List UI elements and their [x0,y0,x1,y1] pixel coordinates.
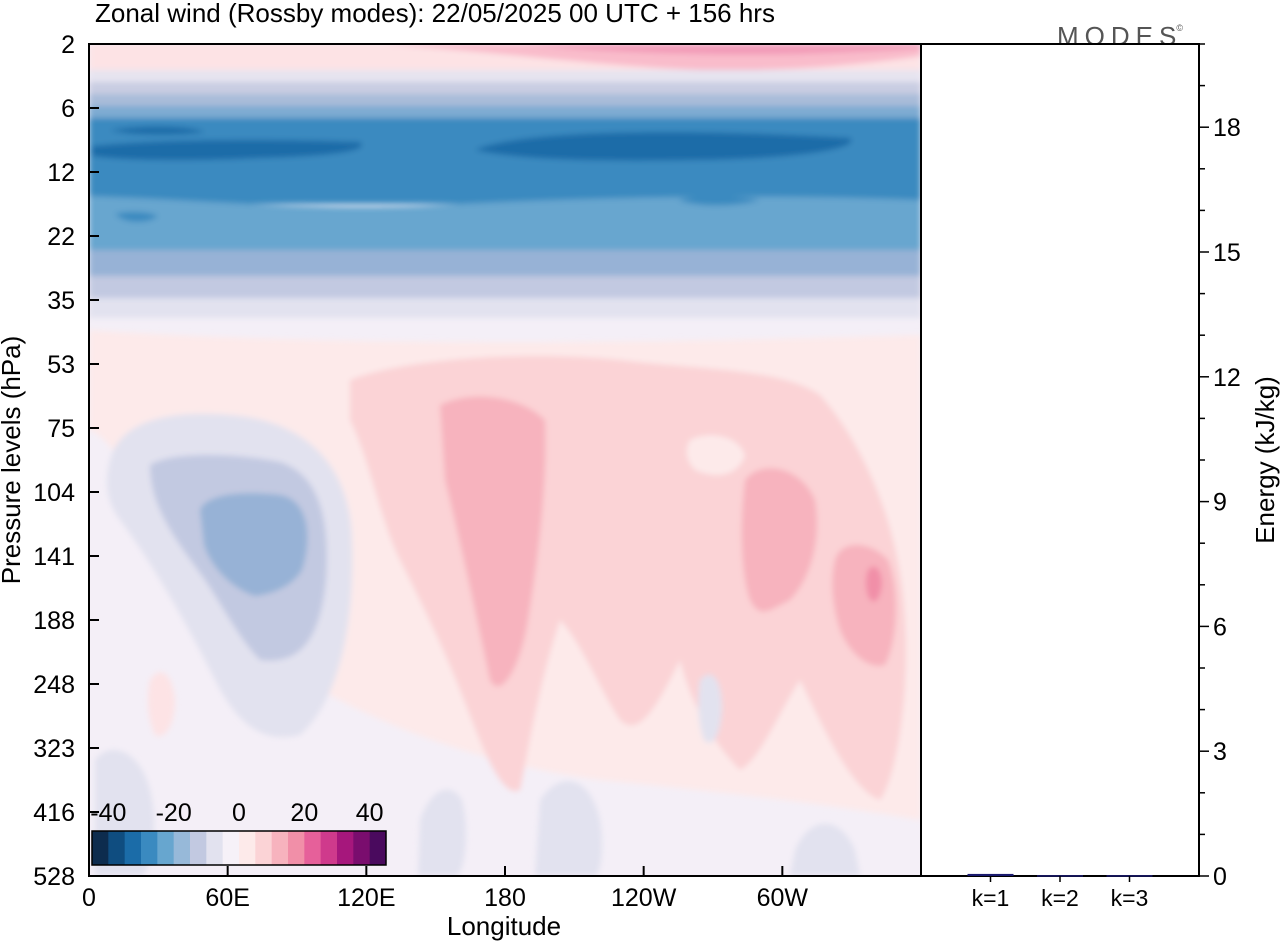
contour-small-easterly [698,674,722,743]
colorbar-tick-label: -40 [90,799,126,827]
band-lower-2 [89,276,921,300]
band-transition-1 [89,70,921,82]
y-tick-label: 35 [47,287,75,315]
contour-easterly-patch [678,196,760,206]
colorbar-tick-label: 40 [356,799,384,827]
colorbar-swatch [337,831,354,865]
colorbar-swatch [157,831,175,865]
y-tick-label: 141 [33,543,75,571]
energy-x-tick-label: k=3 [1111,885,1149,911]
energy-bars [967,873,1153,877]
x-tick-label: 120W [611,884,677,912]
contour-westerly-hole [686,435,745,476]
band-transition-4 [89,106,921,120]
contour-small-westerly [147,672,175,736]
energy-tick-label: 9 [1213,489,1227,517]
colorbar-swatch [304,831,322,865]
colorbar-swatch [92,831,109,865]
colorbar-swatch [206,831,224,865]
y-tick-label: 528 [33,863,75,891]
y-tick-label: 188 [33,607,75,635]
x-tick-label: 60E [205,884,249,912]
energy-frame [920,43,1200,877]
colorbar-swatch [369,831,387,865]
y-tick-label: 22 [47,223,75,251]
band-transition-2 [89,82,921,94]
x-tick-label: 120E [337,884,395,912]
colorbar-swatch [222,831,240,865]
colorbar-tick-label: -20 [156,799,192,827]
energy-tick-label: 6 [1213,613,1227,641]
colorbar-swatch [190,831,207,865]
heatmap-panel: 0 60E 120E 180 120W 60W 2 6 12 22 35 53 75 104 141 188 2… [0,31,922,941]
y-tick-label: 416 [33,799,75,827]
contour-westerly-peak [865,566,882,602]
contour-easterly-lower [89,196,921,256]
x-tick-label: 60W [757,884,809,912]
contour-westerly-max-b [741,468,818,612]
colorbar-swatch [320,831,338,865]
colorbar-swatch [124,831,142,865]
y-tick-label: 6 [61,95,75,123]
y-tick-label: 248 [33,671,75,699]
energy-tick-label: 0 [1213,863,1227,891]
contour-top-core [520,44,921,55]
contour-surface-blob-4 [790,823,860,876]
energy-axis-label: Energy (kJ/kg) [1250,376,1280,544]
contour-surface-blob-2 [418,789,466,876]
contour-surface-blob-3 [535,781,603,876]
y-tick-label: 2 [61,31,75,59]
colorbar-swatch [353,831,371,865]
colorbar: -40 -20 0 20 40 [90,799,387,866]
contour-easterly-tropo-core [200,493,308,596]
band-transition-3 [89,94,921,106]
x-axis-label: Longitude [447,911,561,941]
energy-tick-label: 3 [1213,738,1227,766]
energy-bar [1106,875,1153,877]
contour-easterly-core-west [92,139,362,161]
colorbar-swatch [108,831,126,865]
band-easterly-layer [89,118,921,204]
contour-easterly-core-east [475,132,852,161]
logo-mark: © [1176,23,1189,33]
energy-bar [1037,875,1083,877]
y-tick-label: 323 [33,735,75,763]
energy-tick-label: 12 [1213,364,1241,392]
band-lower-1 [89,250,921,278]
energy-x-tick-label: k=2 [1041,885,1079,911]
y-tick-label: 12 [47,159,75,187]
colorbar-swatch [255,831,273,865]
y-tick-label: 53 [47,351,75,379]
energy-bar [967,873,1014,876]
contour-easterly-core-small [110,126,205,135]
colorbar-tick-label: 0 [232,799,246,827]
energy-axes: 0 3 6 9 12 15 18 k=1 k=2 k=3 [972,43,1241,911]
colorbar-frame [91,830,387,866]
colorbar-swatch [271,831,289,865]
colorbar-swatch [288,831,305,865]
y-axis-label: Pressure levels (hPa) [0,336,26,585]
contour-easterly-patch-2 [115,211,158,222]
energy-tick-label: 18 [1213,114,1241,142]
x-tick-label: 0 [82,884,96,912]
contour-field [89,44,921,876]
energy-x-tick-label: k=1 [972,885,1010,911]
y-tick-label: 75 [47,415,75,443]
heatmap-axes: 0 60E 120E 180 120W 60W 2 6 12 22 35 53 75 104 141 188 2… [33,31,808,912]
y-tick-label: 104 [33,479,75,507]
colorbar-tick-label: 20 [290,799,318,827]
colorbar-swatch [173,831,191,865]
energy-panel: 0 3 6 9 12 15 18 k=1 k=2 k=3 Energy (kJ/kg) [920,43,1280,911]
energy-tick-label: 15 [1213,239,1241,267]
colorbar-swatch [239,831,256,865]
colorbar-swatch [141,831,158,865]
x-tick-label: 180 [484,884,526,912]
figure-title: Zonal wind (Rossby modes): 22/05/2025 00… [95,0,775,28]
band-lower-3 [89,298,921,318]
contour-westerly-max-a [440,396,546,687]
